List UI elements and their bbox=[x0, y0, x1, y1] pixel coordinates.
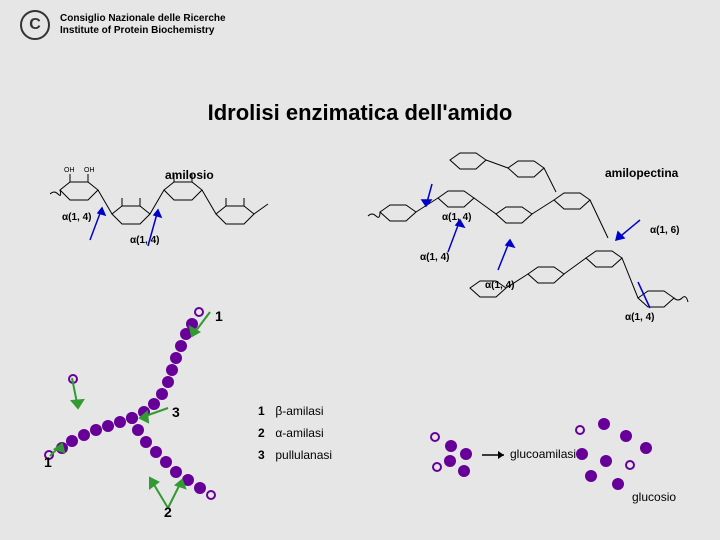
legend-2-text: α-amilasi bbox=[275, 426, 323, 440]
chain-unit-icon bbox=[620, 430, 632, 442]
org-line-2: Institute of Protein Biochemistry bbox=[60, 25, 226, 37]
glucosio-label: glucosio bbox=[632, 490, 676, 504]
bond-a14-5: α(1, 4) bbox=[485, 280, 515, 291]
page-title: Idrolisi enzimatica dell'amido bbox=[0, 100, 720, 126]
chain-unit-icon bbox=[576, 448, 588, 460]
chain-unit-icon bbox=[444, 455, 456, 467]
chain-unit-icon bbox=[460, 448, 472, 460]
bond-a14-3: α(1, 4) bbox=[442, 212, 472, 223]
legend-1-num: 1 bbox=[258, 404, 272, 418]
chain-num-3: 3 bbox=[172, 404, 180, 420]
org-line-1: Consiglio Nazionale delle Ricerche bbox=[60, 13, 226, 25]
chain-num-1a: 1 bbox=[215, 308, 223, 324]
svg-text:OH: OH bbox=[64, 167, 75, 174]
glucoamilasi-label: glucoamilasi bbox=[510, 447, 576, 461]
bond-a14-1: α(1, 4) bbox=[62, 212, 92, 223]
chain-unit-icon bbox=[640, 442, 652, 454]
chain-unit-icon bbox=[445, 440, 457, 452]
chain-unit-icon bbox=[458, 465, 470, 477]
enzyme-arrows bbox=[40, 300, 260, 520]
glucoamilasi-arrow-icon bbox=[480, 445, 510, 465]
chain-end-open-icon bbox=[430, 432, 440, 442]
chain-unit-icon bbox=[612, 478, 624, 490]
bond-a14-6: α(1, 4) bbox=[625, 312, 655, 323]
bond-a16: α(1, 6) bbox=[650, 225, 680, 236]
legend-2-num: 2 bbox=[258, 426, 272, 440]
amylopectin-structure bbox=[360, 140, 690, 340]
bond-a14-4: α(1, 4) bbox=[420, 252, 450, 263]
chain-end-open-icon bbox=[575, 425, 585, 435]
svg-text:OH: OH bbox=[84, 167, 95, 174]
chain-num-1b: 1 bbox=[44, 454, 52, 470]
legend-2: 2 α-amilasi bbox=[258, 426, 324, 440]
header-text: Consiglio Nazionale delle Ricerche Insti… bbox=[60, 13, 226, 37]
chain-num-2: 2 bbox=[164, 504, 172, 520]
legend-3: 3 pullulanasi bbox=[258, 448, 332, 462]
legend-1-text: β-amilasi bbox=[275, 404, 323, 418]
chain-end-open-icon bbox=[625, 460, 635, 470]
legend-3-num: 3 bbox=[258, 448, 272, 462]
legend-1: 1 β-amilasi bbox=[258, 404, 324, 418]
chain-unit-icon bbox=[600, 455, 612, 467]
cnr-logo-icon: C bbox=[20, 10, 50, 40]
bond-a14-2: α(1, 4) bbox=[130, 235, 160, 246]
header: C Consiglio Nazionale delle Ricerche Ins… bbox=[20, 10, 226, 40]
chain-end-open-icon bbox=[432, 462, 442, 472]
legend-3-text: pullulanasi bbox=[275, 448, 332, 462]
chain-unit-icon bbox=[598, 418, 610, 430]
chain-unit-icon bbox=[585, 470, 597, 482]
amylose-structure: OH OH bbox=[50, 160, 310, 260]
